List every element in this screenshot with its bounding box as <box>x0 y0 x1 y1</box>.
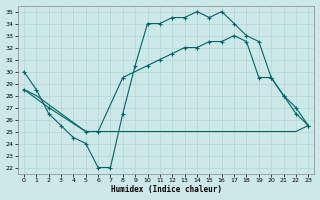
X-axis label: Humidex (Indice chaleur): Humidex (Indice chaleur) <box>111 185 221 194</box>
